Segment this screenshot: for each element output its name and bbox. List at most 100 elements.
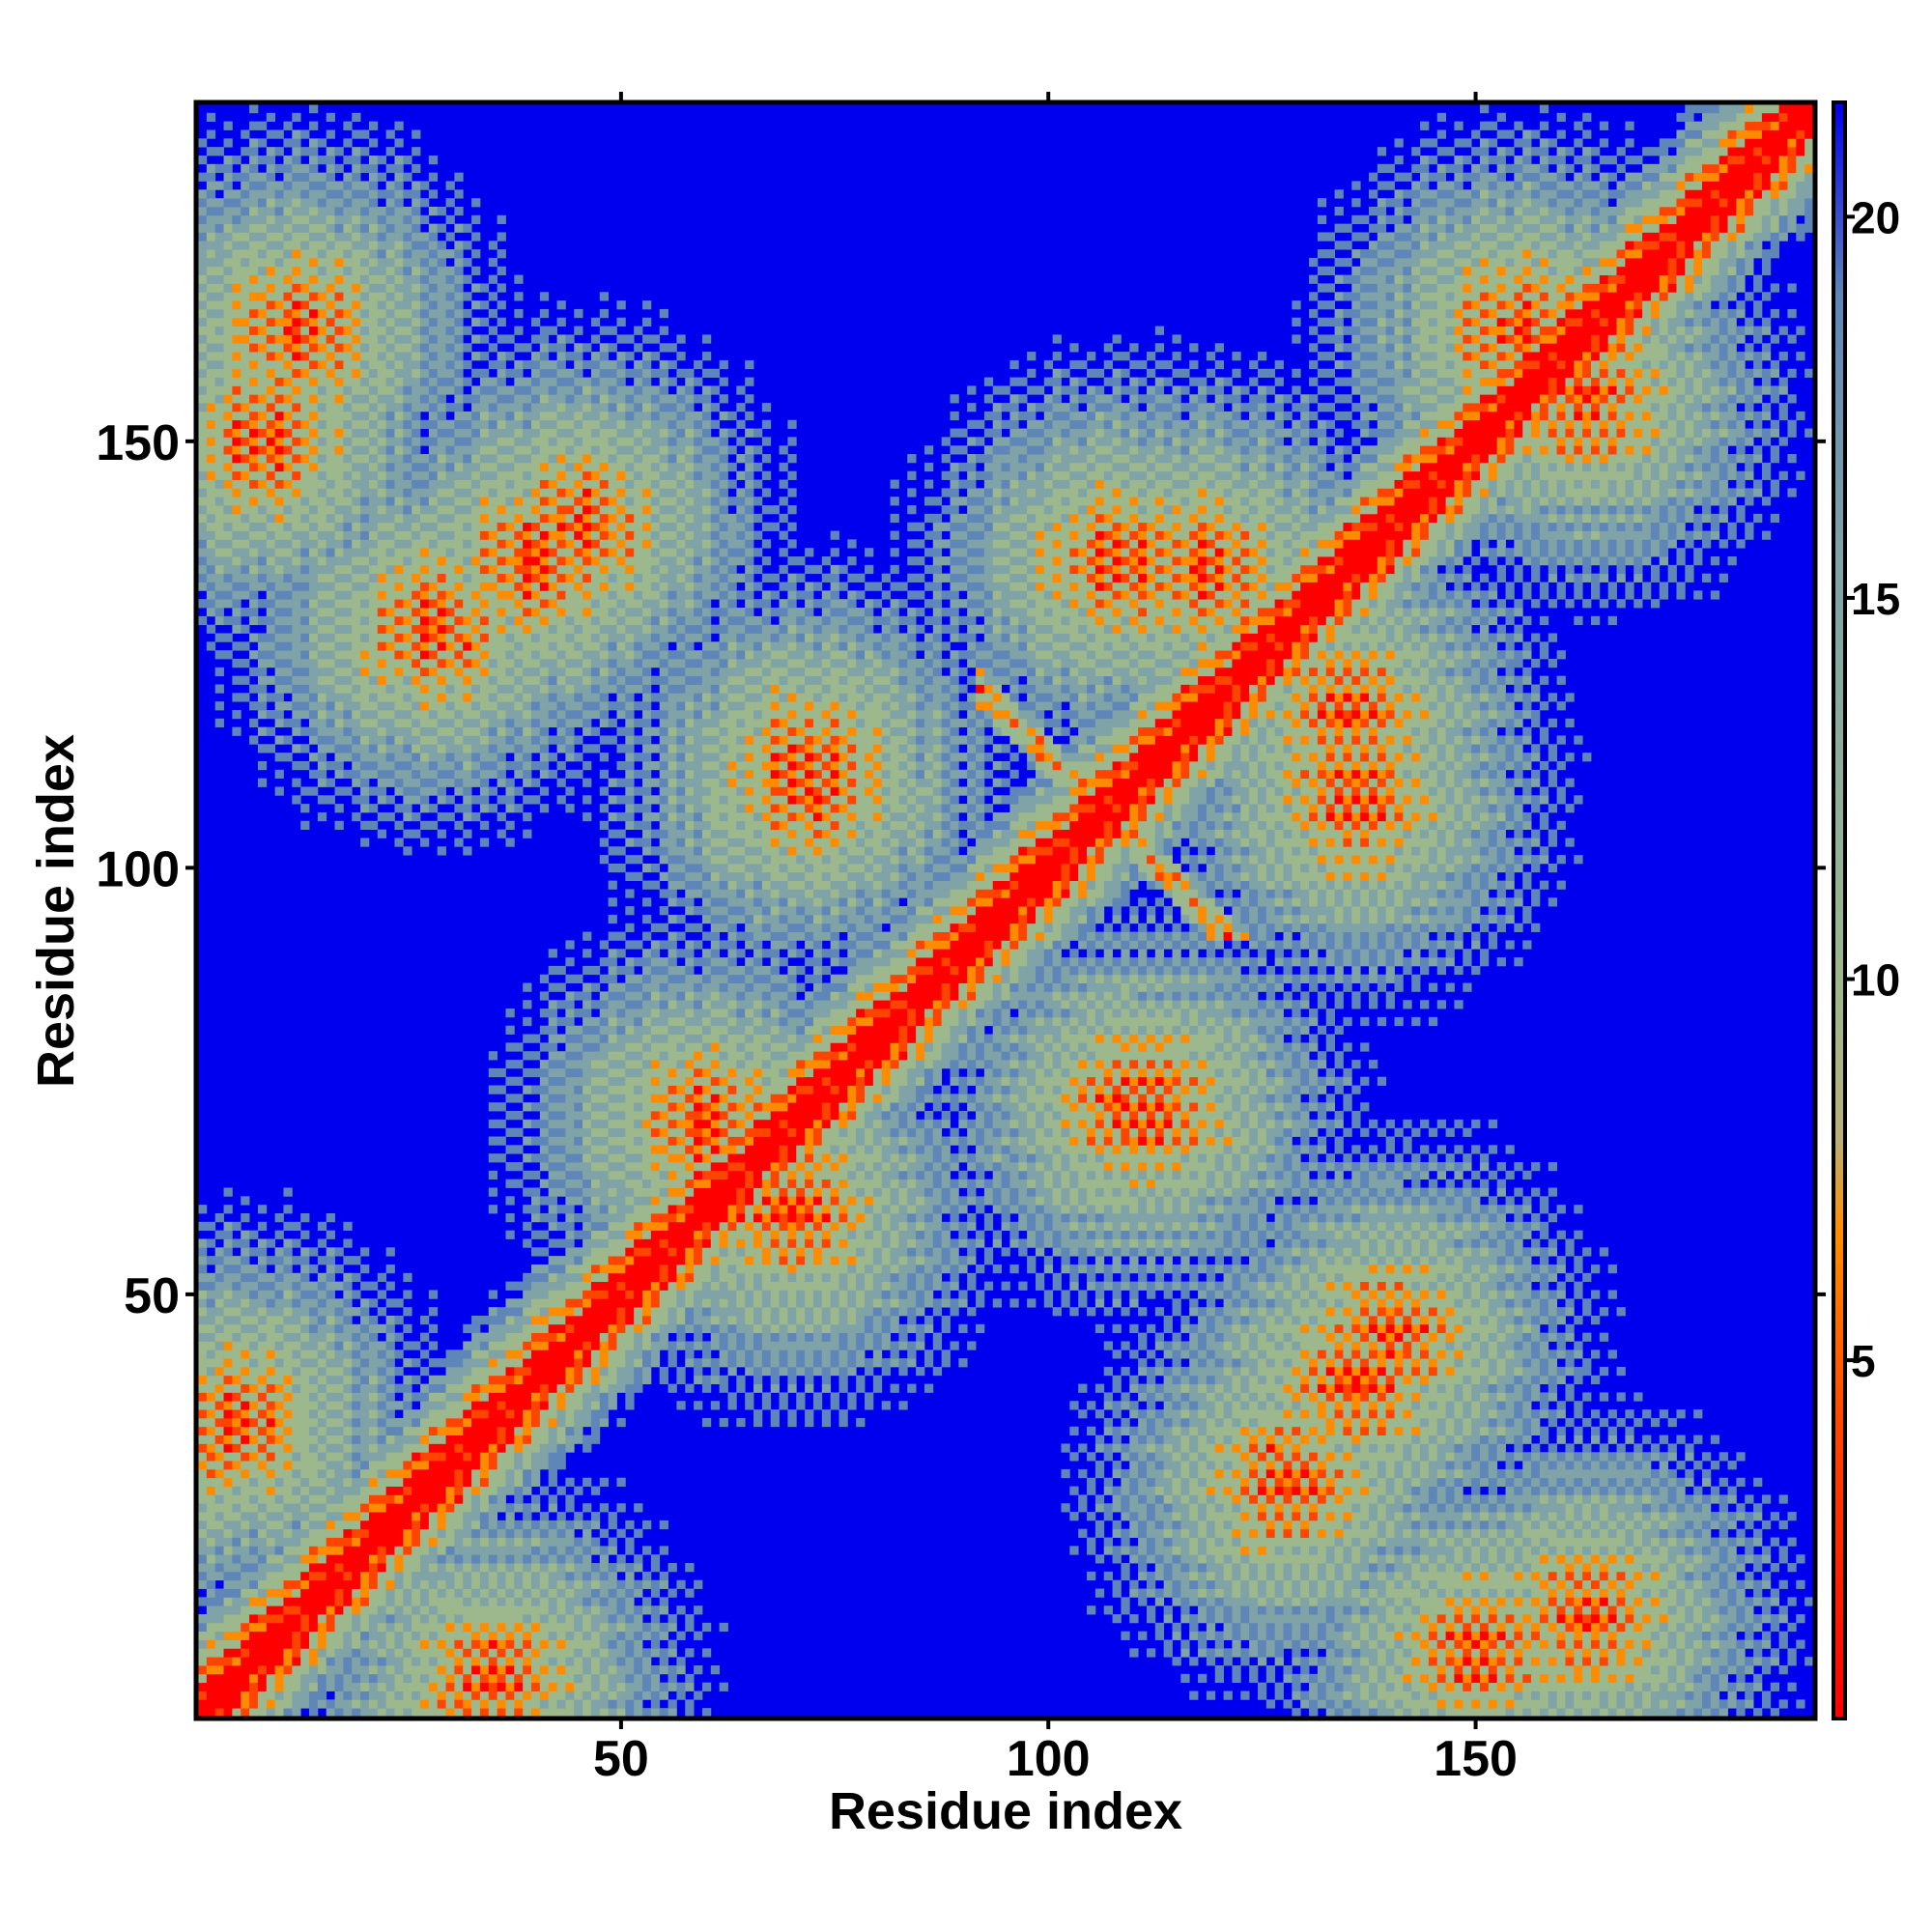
heatmap-cell (292, 1477, 301, 1487)
heatmap-cell (334, 1571, 344, 1581)
heatmap-cell (454, 709, 464, 720)
heatmap-cell (198, 1221, 208, 1232)
heatmap-cell (326, 214, 335, 225)
heatmap-cell (368, 317, 379, 327)
heatmap-cell (214, 497, 224, 506)
heatmap-cell (403, 718, 412, 728)
heatmap-cell (548, 1179, 557, 1188)
heatmap-cell (368, 650, 379, 660)
heatmap-cell (385, 368, 395, 378)
heatmap-cell (385, 1468, 395, 1479)
heatmap-cell (445, 641, 455, 651)
heatmap-cell (274, 283, 284, 293)
heatmap-cell (232, 1264, 242, 1274)
heatmap-cell (206, 1298, 216, 1308)
heatmap-cell (232, 352, 242, 361)
heatmap-cell (223, 556, 233, 566)
heatmap-cell (454, 1512, 464, 1521)
heatmap-cell (292, 1221, 301, 1232)
heatmap-cell (198, 1690, 208, 1700)
heatmap-cell (257, 462, 268, 472)
heatmap-cell (505, 385, 515, 395)
heatmap-cell (377, 300, 387, 310)
heatmap-cell (471, 811, 481, 822)
heatmap-cell (454, 1383, 464, 1393)
heatmap-cell (523, 359, 532, 370)
heatmap-cell (488, 564, 498, 575)
heatmap-cell (274, 1520, 284, 1530)
heatmap-cell (292, 522, 301, 531)
heatmap-cell (300, 1366, 310, 1377)
heatmap-cell (437, 786, 446, 796)
heatmap-cell (377, 241, 387, 250)
heatmap-cell (223, 1690, 233, 1700)
heatmap-cell (274, 1452, 284, 1462)
heatmap-cell (479, 1537, 490, 1547)
heatmap-cell (343, 675, 353, 685)
heatmap-cell (223, 1571, 233, 1581)
heatmap-cell (505, 1230, 515, 1239)
heatmap-cell (283, 753, 293, 762)
heatmap-cell (385, 530, 395, 540)
heatmap-cell (257, 189, 268, 199)
heatmap-cell (454, 1614, 464, 1624)
heatmap-cell (445, 556, 455, 566)
heatmap-cell (428, 241, 439, 250)
heatmap-cell (531, 1622, 541, 1633)
heatmap-cell (343, 1307, 353, 1317)
heatmap-cell (548, 1631, 557, 1640)
heatmap-cell (257, 1622, 268, 1633)
heatmap-cell (334, 1579, 344, 1589)
heatmap-cell (488, 1571, 498, 1581)
heatmap-cell (505, 1298, 515, 1308)
heatmap-cell (394, 684, 404, 694)
heatmap-cell (497, 795, 506, 805)
heatmap-cell (300, 462, 310, 472)
heatmap-cell (454, 488, 464, 497)
heatmap-cell (437, 684, 446, 694)
heatmap-cell (352, 1323, 361, 1334)
heatmap-cell (403, 419, 412, 429)
heatmap-cell (249, 300, 259, 310)
heatmap-cell (283, 1528, 293, 1538)
heatmap-cell (488, 1452, 498, 1462)
heatmap-cell (394, 1579, 404, 1589)
heatmap-cell (385, 1332, 395, 1342)
heatmap-cell (479, 454, 490, 464)
heatmap-cell (257, 1631, 268, 1640)
heatmap-cell (531, 1571, 541, 1581)
heatmap-cell (214, 539, 224, 549)
heatmap-cell (317, 1392, 327, 1402)
heatmap-cell (309, 608, 319, 617)
heatmap-cell (343, 1461, 353, 1470)
heatmap-cell (385, 675, 395, 685)
heatmap-cell (531, 556, 541, 566)
heatmap-cell (531, 599, 541, 609)
heatmap-cell (497, 437, 506, 446)
heatmap-cell (428, 564, 439, 575)
heatmap-cell (471, 753, 481, 762)
heatmap-cell (420, 1468, 430, 1479)
heatmap-cell (326, 684, 335, 694)
heatmap-cell (488, 1512, 498, 1521)
heatmap-cell (428, 479, 439, 489)
heatmap-cell (412, 403, 421, 412)
heatmap-cell (514, 1579, 524, 1589)
heatmap-cell (428, 428, 439, 438)
heatmap-cell (548, 1358, 557, 1368)
heatmap-cell (352, 326, 361, 335)
heatmap-cell (317, 1631, 327, 1640)
heatmap-cell (360, 1682, 370, 1691)
heatmap-cell (505, 778, 515, 787)
heatmap-cell (343, 1323, 353, 1334)
heatmap-cell (343, 744, 353, 753)
heatmap-cell (214, 368, 224, 378)
heatmap-cell (463, 590, 472, 600)
heatmap-cell (334, 147, 344, 156)
heatmap-cell (283, 257, 293, 268)
heatmap-cell (214, 317, 224, 327)
heatmap-cell (334, 608, 344, 617)
heatmap-cell (317, 684, 327, 694)
heatmap-cell (214, 403, 224, 412)
heatmap-cell (497, 530, 506, 540)
